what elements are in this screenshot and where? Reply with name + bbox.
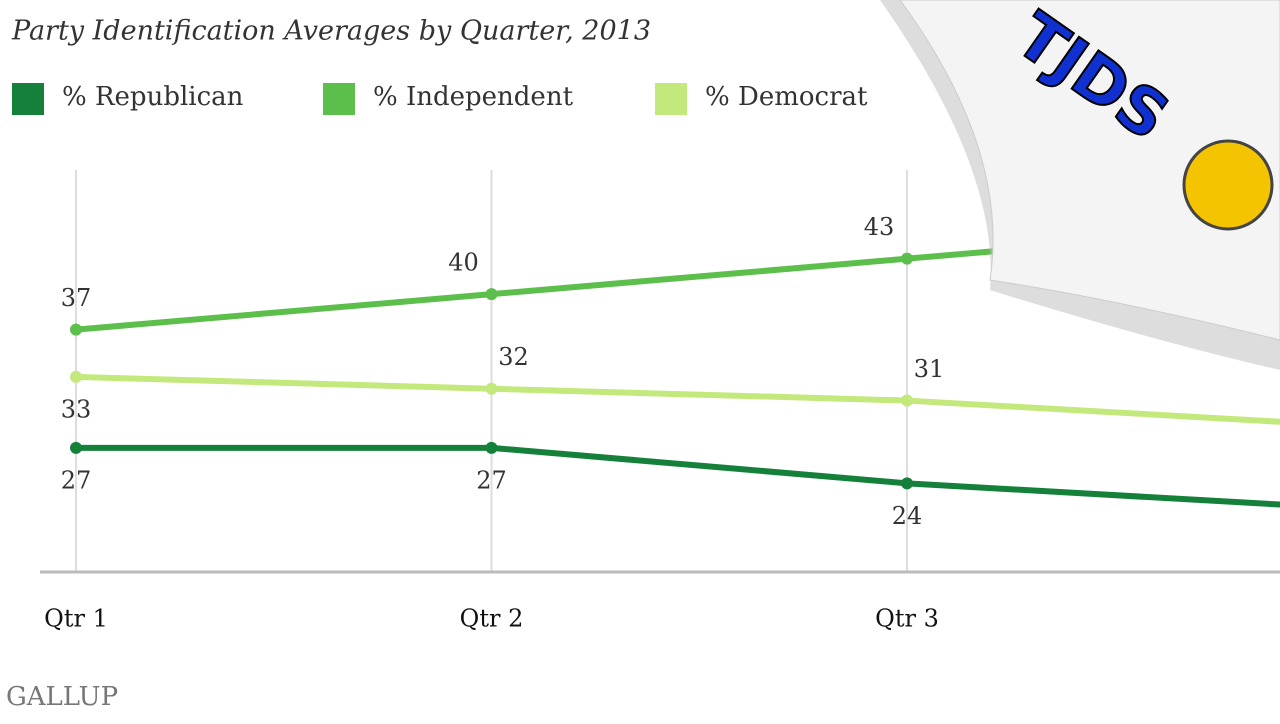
x-tick-label: Qtr 1 [44, 605, 108, 633]
data-label: 32 [498, 343, 529, 371]
legend-swatch [12, 83, 44, 115]
data-label: 43 [864, 213, 895, 241]
x-tick-label: Qtr 3 [875, 605, 939, 633]
legend-label: % Democrat [705, 82, 868, 112]
legend-label: % Independent [373, 82, 574, 112]
data-point [485, 441, 498, 454]
legend-swatch [323, 83, 355, 115]
data-label: 27 [61, 466, 92, 494]
chart-title: Party Identification Averages by Quarter… [11, 16, 651, 47]
legend-label: % Republican [62, 82, 244, 112]
data-point [70, 441, 82, 454]
logo-face [1182, 139, 1274, 231]
data-point [901, 477, 913, 490]
data-label: 40 [448, 249, 479, 277]
legend-swatch [655, 83, 687, 115]
source: GALLUP [6, 682, 118, 712]
data-label: 27 [476, 466, 507, 494]
series-line [76, 444, 1280, 508]
data-label: 33 [61, 395, 92, 423]
data-point [901, 394, 913, 407]
page-curl: TJDS [880, 0, 1280, 370]
data-point [901, 252, 913, 265]
data-label: 37 [61, 284, 92, 312]
series-line [75, 373, 1280, 425]
data-point [485, 288, 498, 301]
data-point [70, 323, 82, 336]
data-point [70, 370, 82, 383]
curl [899, 0, 1280, 341]
data-label: 31 [914, 355, 945, 383]
data-point [485, 382, 498, 395]
data-label: 24 [892, 502, 923, 530]
x-tick-label: Qtr 2 [460, 605, 524, 633]
